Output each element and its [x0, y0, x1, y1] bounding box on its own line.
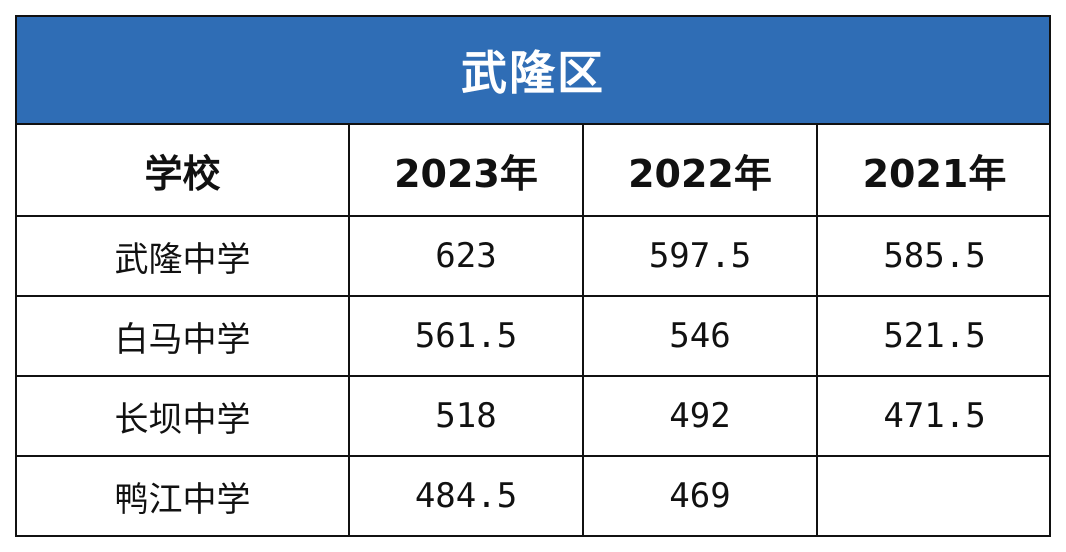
score-cell-2021: 585.5 [817, 216, 1051, 297]
table-row: 鸭江中学 484.5 469 [17, 456, 1051, 535]
score-cell-2021 [817, 456, 1051, 535]
score-cell-2022: 469 [583, 456, 818, 535]
score-cell-2023: 623 [349, 216, 584, 297]
score-cell-2021: 471.5 [817, 376, 1051, 457]
header-row: 学校 2023年 2022年 2021年 [17, 125, 1051, 217]
school-name-cell: 武隆中学 [17, 216, 350, 297]
score-cell-2023: 518 [349, 376, 584, 457]
score-table: 学校 2023年 2022年 2021年 武隆中学 623 597.5 585.… [17, 125, 1051, 535]
score-cell-2022: 546 [583, 296, 818, 377]
score-table-container: 武隆区 学校 2023年 2022年 2021年 武隆中学 623 597.5 … [15, 15, 1051, 537]
score-cell-2023: 561.5 [349, 296, 584, 377]
score-cell-2023: 484.5 [349, 456, 584, 535]
table-row: 白马中学 561.5 546 521.5 [17, 296, 1051, 377]
column-header-2023: 2023年 [349, 125, 584, 217]
score-cell-2021: 521.5 [817, 296, 1051, 377]
column-header-school: 学校 [17, 125, 350, 217]
school-name-cell: 鸭江中学 [17, 456, 350, 535]
school-name-cell: 长坝中学 [17, 376, 350, 457]
table-row: 武隆中学 623 597.5 585.5 [17, 216, 1051, 297]
table-title: 武隆区 [17, 17, 1049, 125]
score-cell-2022: 492 [583, 376, 818, 457]
score-cell-2022: 597.5 [583, 216, 818, 297]
table-row: 长坝中学 518 492 471.5 [17, 376, 1051, 457]
column-header-2021: 2021年 [817, 125, 1051, 217]
school-name-cell: 白马中学 [17, 296, 350, 377]
column-header-2022: 2022年 [583, 125, 818, 217]
